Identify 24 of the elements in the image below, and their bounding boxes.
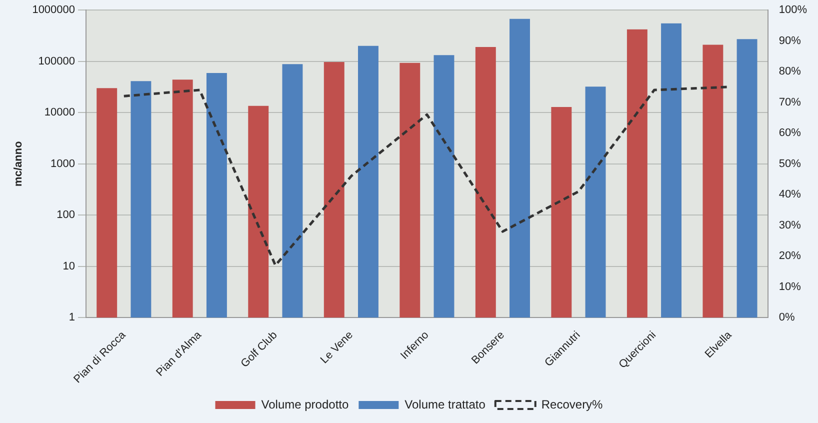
y2-tick-label: 20%	[778, 250, 802, 262]
x-tick-label: Le Vene	[318, 329, 356, 366]
y2-tick-label: 30%	[778, 219, 802, 232]
y-tick-label: 1000000	[32, 4, 76, 16]
legend-label: Recovery%	[541, 397, 604, 412]
y-tick-label: 100000	[38, 55, 76, 68]
y-tick-label: 10	[62, 260, 76, 272]
legend-label: Volume trattato	[404, 397, 486, 412]
legend-label: Volume prodotto	[261, 397, 349, 412]
y2-tick-label: 70%	[778, 96, 802, 108]
y-tick-label: 1000	[50, 158, 76, 170]
y2-tick-label: 100%	[778, 4, 808, 16]
x-tick-label: Golf Club	[238, 329, 280, 370]
y-tick-label: 100	[56, 209, 76, 222]
y-axis-title: mc/anno	[12, 140, 25, 186]
y2-tick-label: 90%	[778, 34, 802, 47]
y2-tick-label: 40%	[778, 188, 802, 201]
y2-tick-label: 0%	[778, 312, 795, 324]
y2-tick-label: 10%	[778, 280, 802, 293]
y-tick-label: 10000	[44, 106, 76, 119]
y2-tick-label: 80%	[778, 66, 802, 78]
y2-tick-label: 60%	[778, 127, 802, 140]
y-tick-label: 1	[68, 312, 76, 324]
y2-tick-label: 50%	[778, 158, 802, 170]
